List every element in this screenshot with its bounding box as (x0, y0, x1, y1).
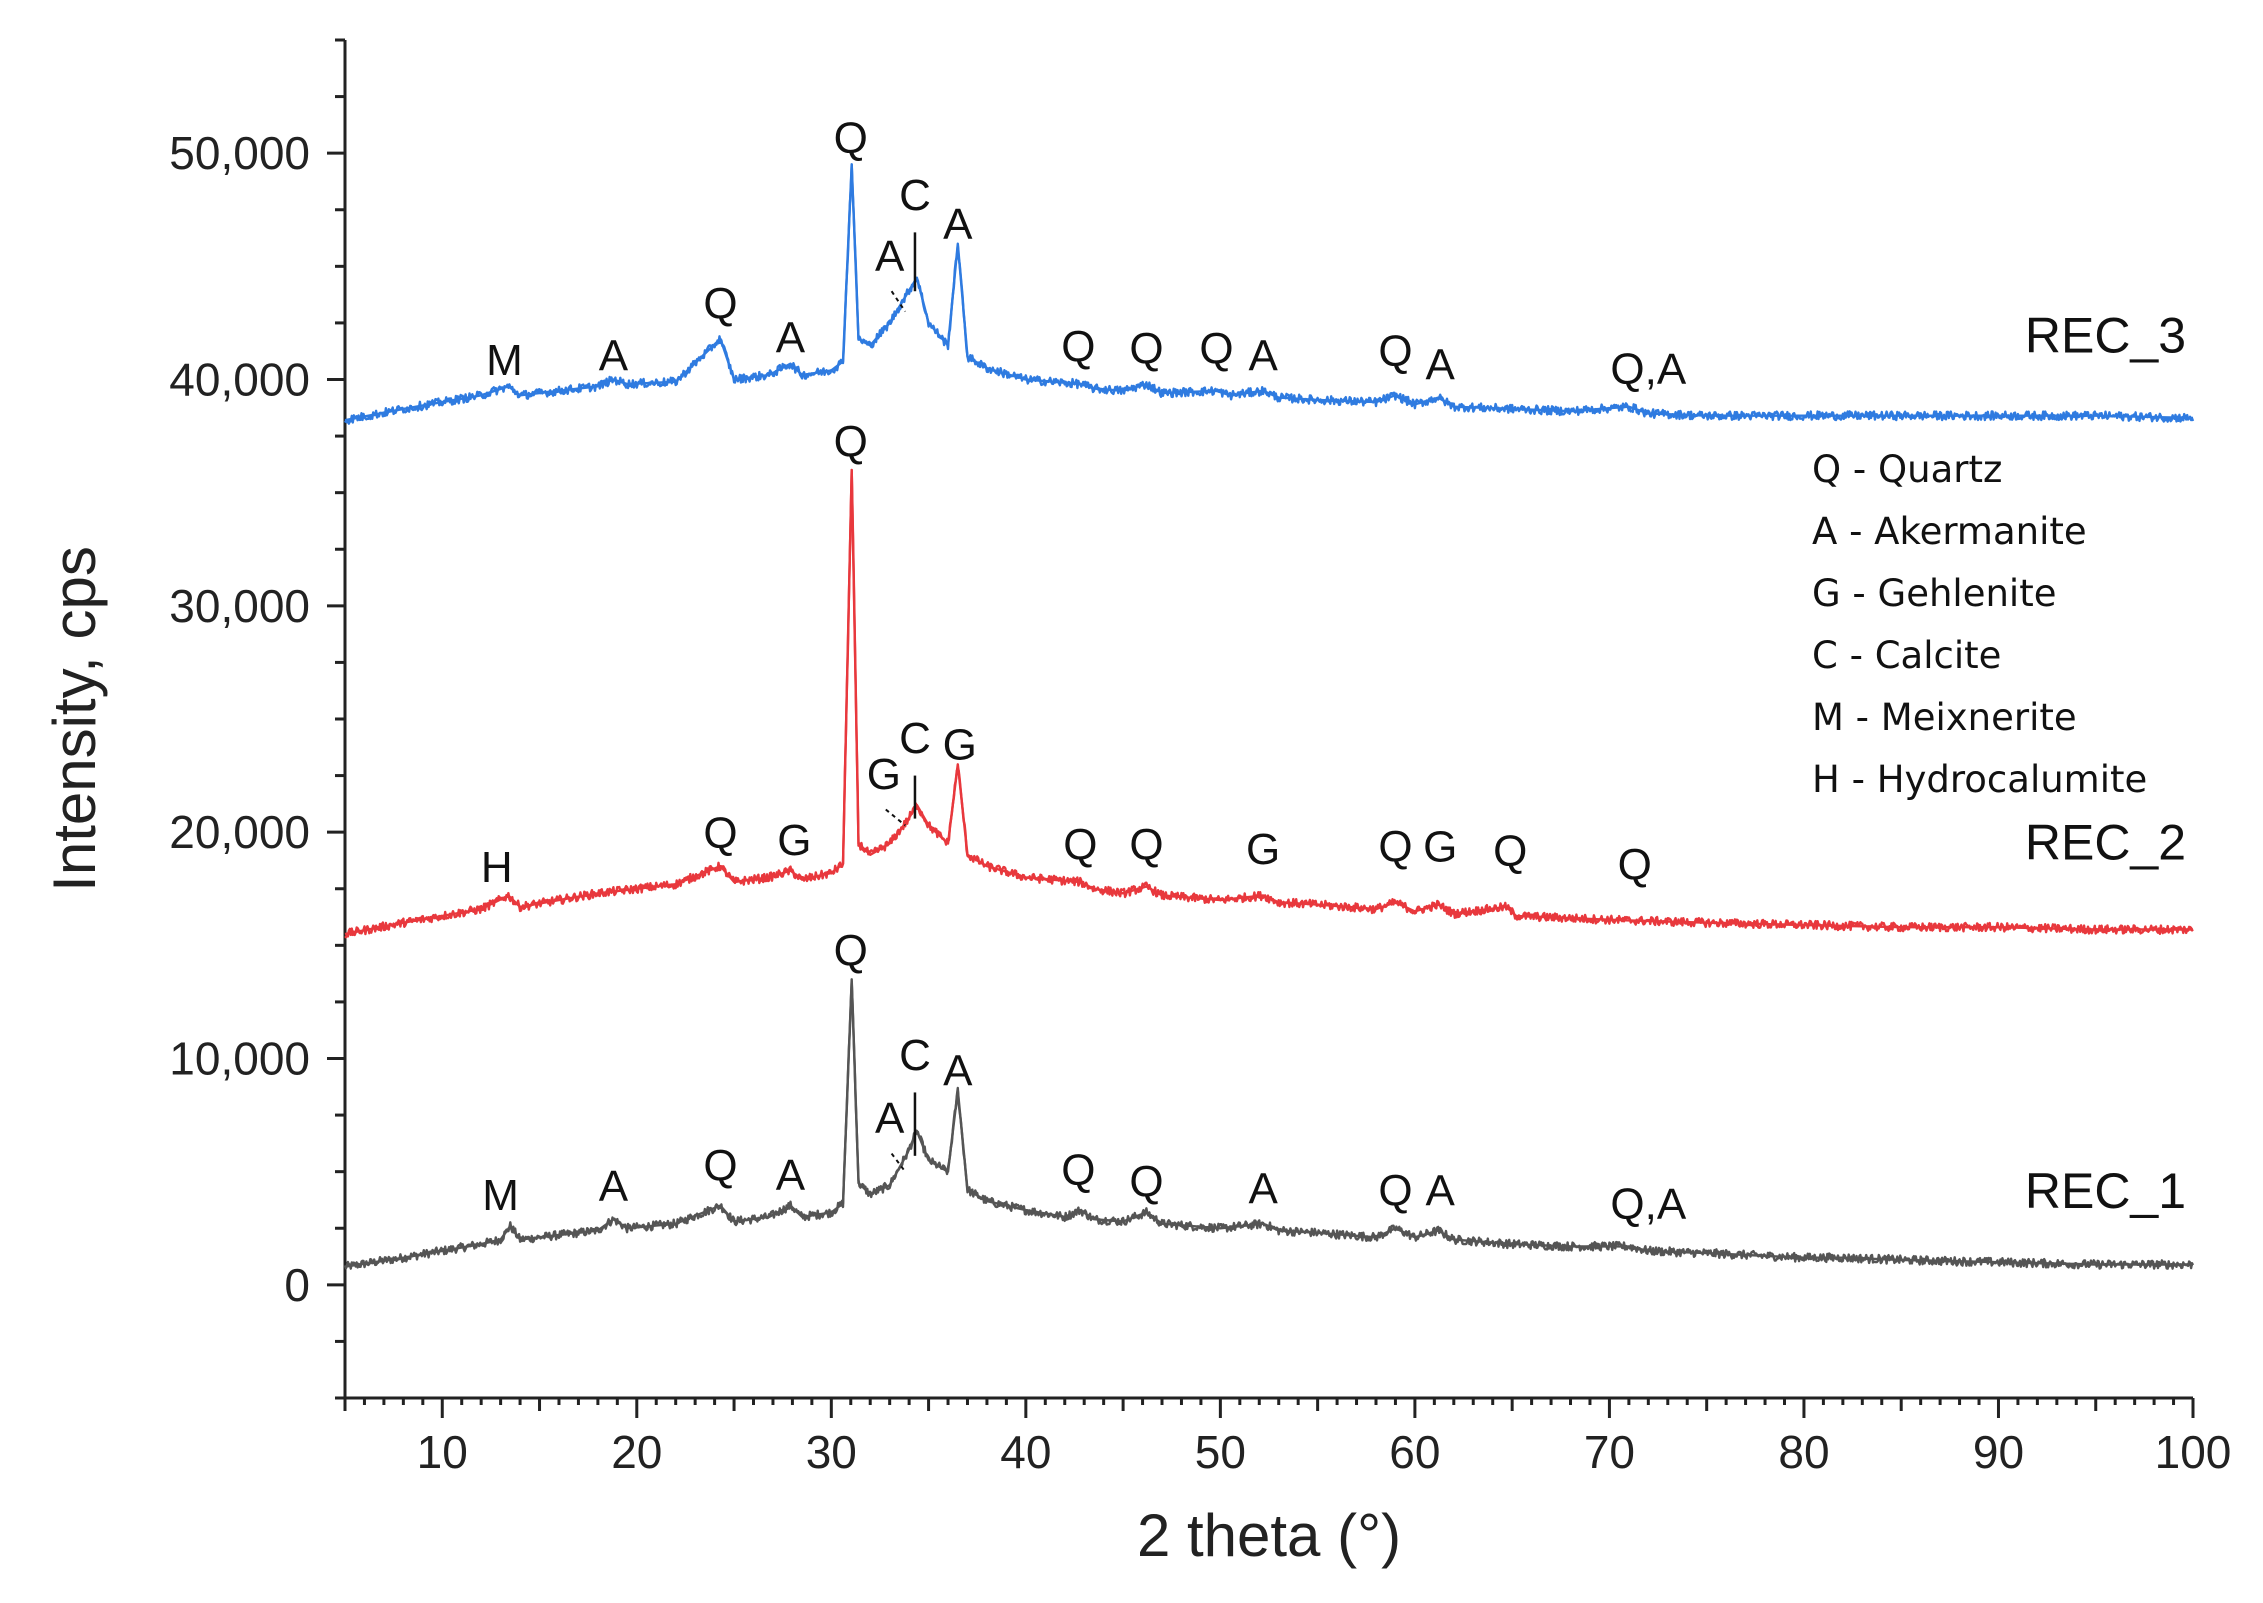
peak-label: A (875, 232, 905, 281)
series-peaks-rec-2 (344, 468, 2193, 936)
legend-entry: C - Calcite (1812, 634, 2001, 677)
peak-label: C (899, 714, 931, 763)
peak-label: A (943, 1047, 973, 1096)
series-name-label: REC_1 (2025, 1163, 2186, 1219)
peak-label: A (599, 331, 629, 380)
legend-entry: H - Hydrocalumite (1812, 758, 2147, 801)
peak-leader-dashed (885, 808, 906, 827)
peak-label: Q (1061, 322, 1095, 371)
y-tick-label: 50,000 (169, 127, 310, 179)
legend-entry: Q - Quartz (1812, 448, 2002, 491)
legend: Q - Quartz A - Akermanite G - Gehlenite C -… (1812, 448, 2147, 801)
legend-entry: M - Meixnerite (1812, 696, 2077, 739)
peak-label: A (776, 1151, 806, 1200)
series-peaks-rec-1 (344, 978, 2193, 1268)
peak-label: A (776, 313, 806, 362)
legend-entry: G - Gehlenite (1812, 572, 2056, 615)
peak-label: C (899, 1031, 931, 1080)
peak-label: G (1246, 825, 1280, 874)
legend-entry: A - Akermanite (1812, 510, 2087, 553)
peak-label: Q (1063, 820, 1097, 869)
peak-label: Q (1378, 823, 1412, 872)
peak-label: Q (1129, 1158, 1163, 1207)
peak-label: Q (834, 417, 868, 466)
peak-label: G (943, 721, 977, 770)
peak-label: A (1426, 341, 1456, 390)
peak-label: Q (834, 114, 868, 163)
y-tick-label: 40,000 (169, 354, 310, 406)
peak-label: Q (1199, 325, 1233, 374)
peak-label: Q,A (1610, 1180, 1686, 1229)
peak-label: H (481, 843, 513, 892)
peak-label: A (875, 1094, 905, 1143)
peak-label: Q (1129, 325, 1163, 374)
peak-label: Q (834, 927, 868, 976)
x-tick-label: 30 (806, 1426, 857, 1478)
peak-label: Q (703, 1142, 737, 1191)
peak-label: A (943, 200, 973, 249)
peak-label: Q (1061, 1146, 1095, 1195)
peak-label: G (867, 750, 901, 799)
peak-label: Q (703, 809, 737, 858)
peak-label: A (1248, 331, 1278, 380)
y-tick-label: 30,000 (169, 580, 310, 632)
peak-label: Q (1493, 827, 1527, 876)
peak-label: Q (1618, 841, 1652, 890)
peak-label: G (777, 816, 811, 865)
peak-label: Q (1378, 1167, 1412, 1216)
y-tick-label: 20,000 (169, 806, 310, 858)
axis-ticks: 10 20 30 40 50 60 70 80 90 100 0 10,000 20,000 30,000… (169, 38, 2232, 1478)
x-axis-title: 2 theta (°) (1137, 1502, 1401, 1569)
y-tick-label: 10,000 (169, 1033, 310, 1085)
x-tick-label: 20 (611, 1426, 662, 1478)
series-labels: REC_3 REC_2 REC_1 (2025, 307, 2186, 1219)
x-tick-label: 90 (1973, 1426, 2024, 1478)
series-name-label: REC_2 (2025, 814, 2186, 870)
x-tick-label: 80 (1778, 1426, 1829, 1478)
data-series (343, 163, 2195, 1270)
x-tick-label: 100 (2155, 1426, 2232, 1478)
x-tick-label: 70 (1584, 1426, 1635, 1478)
peak-label: A (1248, 1164, 1278, 1213)
peak-leader-dashed (890, 1152, 907, 1173)
series-name-label: REC_3 (2025, 307, 2186, 363)
series-line-rec-1 (343, 980, 2195, 1270)
series-peaks-rec-3 (344, 163, 2194, 422)
x-tick-label: 60 (1389, 1426, 1440, 1478)
series-line-rec-3 (343, 163, 2195, 425)
x-tick-label: 40 (1000, 1426, 1051, 1478)
y-tick-label: 0 (284, 1259, 310, 1311)
peak-label: Q (1129, 820, 1163, 869)
y-axis-title: Intensity, cps (41, 546, 108, 892)
peak-label: Q (703, 279, 737, 328)
peak-label: C (899, 171, 931, 220)
peak-label: A (599, 1162, 629, 1211)
x-tick-label: 50 (1195, 1426, 1246, 1478)
peak-label: M (482, 1171, 519, 1220)
peak-label: G (1423, 823, 1457, 872)
peak-label: A (1426, 1167, 1456, 1216)
peak-label: M (486, 336, 523, 385)
x-tick-label: 10 (417, 1426, 468, 1478)
peak-label: Q (1378, 327, 1412, 376)
peak-label: Q,A (1610, 345, 1686, 394)
